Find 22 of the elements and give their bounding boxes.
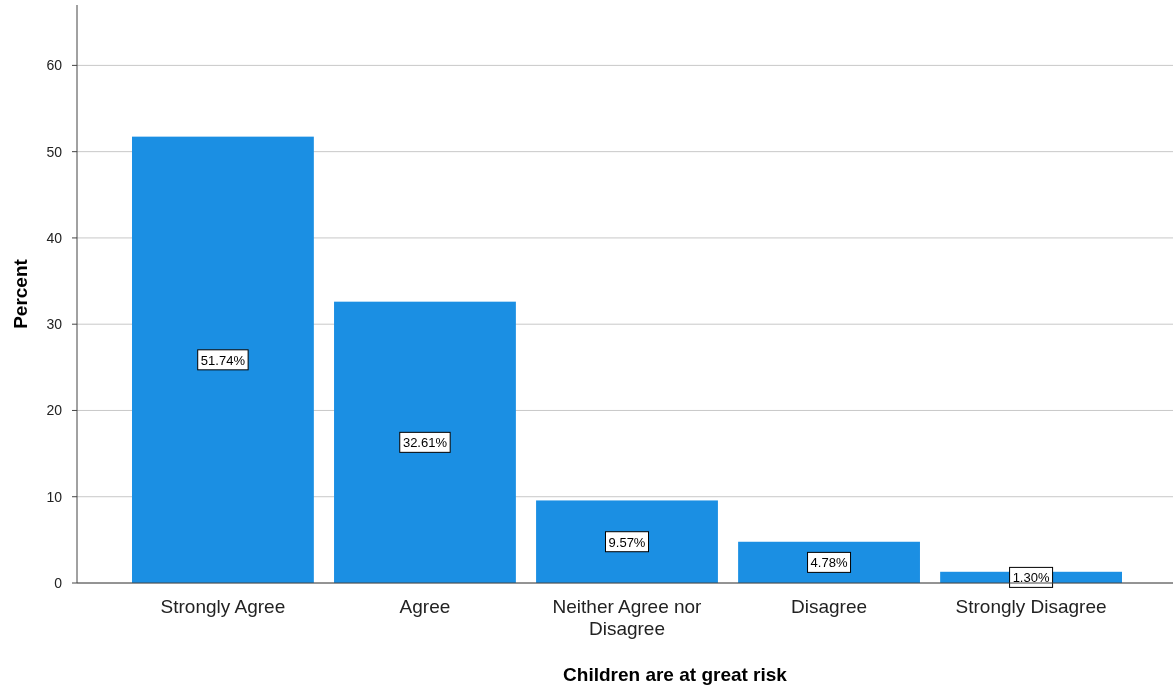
data-label: 1.30% [1012,570,1050,586]
y-tick-label: 0 [54,575,63,591]
bar [536,500,718,583]
x-tick-label: Disagree [791,596,868,617]
x-tick-label: Neither Agree nor Disagree [552,596,703,639]
data-label: 51.74% [200,352,246,368]
data-label: 4.78% [810,555,848,571]
x-axis-title: Children are at great risk [563,664,788,685]
y-tick-label: 30 [46,316,63,333]
y-tick-label: 50 [46,143,63,160]
bar [334,301,516,583]
bar [132,136,314,583]
y-axis-title: Percent [10,258,31,329]
x-tick-label: Strongly Disagree [955,596,1107,617]
y-tick-label: 10 [46,488,63,505]
x-tick-label: Agree [399,596,451,617]
y-tick-label: 40 [46,229,63,246]
y-tick-label: 20 [46,402,63,419]
y-tick-label: 60 [46,57,63,74]
x-tick-label: Strongly Agree [160,596,286,617]
data-label: 32.61% [402,435,448,451]
data-label: 9.57% [608,534,646,550]
